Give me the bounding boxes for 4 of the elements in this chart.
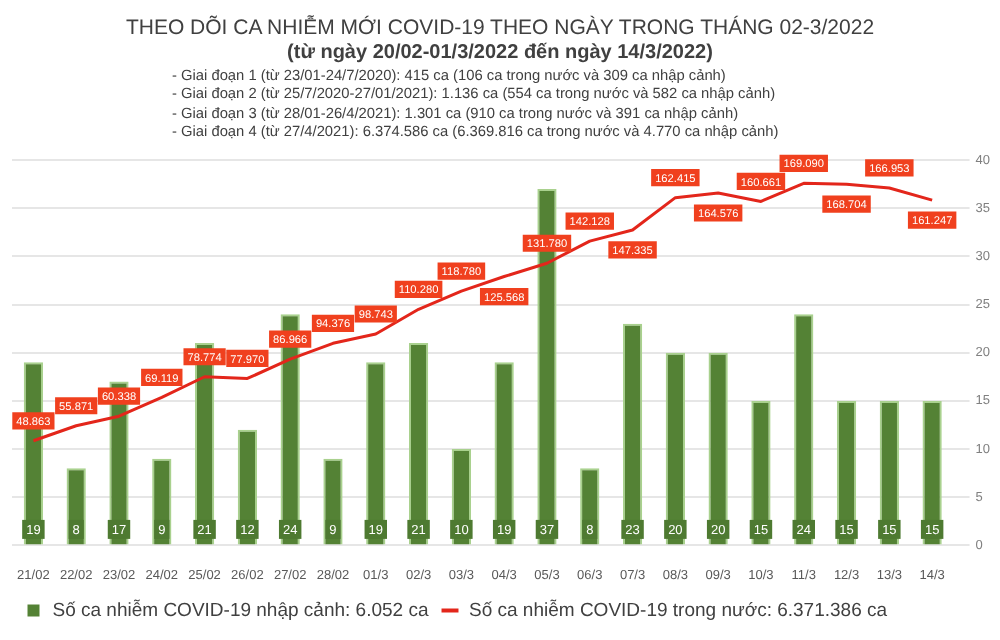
chart-title: THEO DÕI CA NHIỄM MỚI COVID-19 THEO NGÀY TRONG THÁNG 02-3/2022 — [123, 16, 877, 40]
chart-subtitle: (từ ngày 20/02-01/3/2022 đến ngày 14/3/2022) — [285, 42, 715, 64]
legend-label: Số ca nhiễm COVID-19 nhập cảnh: 6.052 ca — [52, 597, 430, 622]
legend-label: Số ca nhiễm COVID-19 trong nước: 6.371.386 ca — [469, 597, 889, 622]
